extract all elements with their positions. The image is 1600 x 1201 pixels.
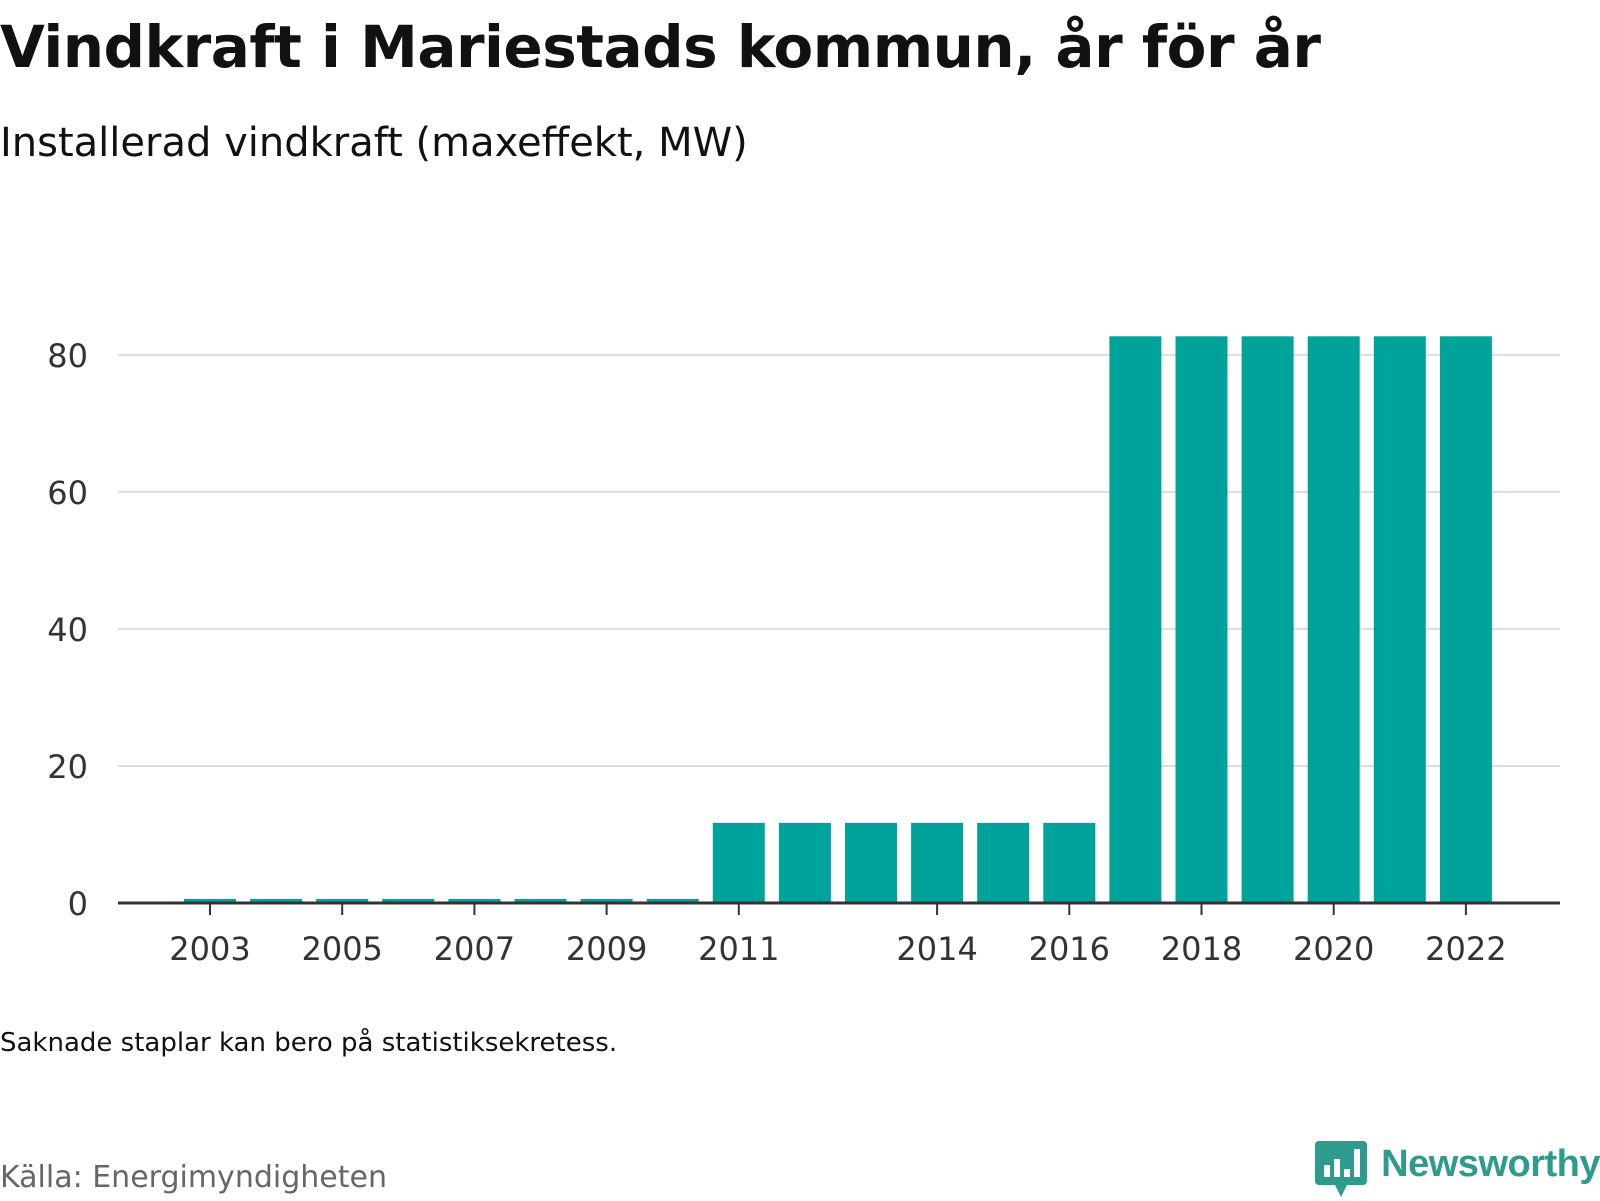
bar-2010 xyxy=(646,898,699,903)
brand-logo: Newsworthy xyxy=(1315,1141,1600,1201)
x-tick-label: 2009 xyxy=(566,930,647,968)
x-tick-label: 2020 xyxy=(1293,930,1374,968)
brand-name: Newsworthy xyxy=(1381,1143,1600,1185)
y-tick-label: 80 xyxy=(47,337,88,375)
bar-2004 xyxy=(250,898,303,903)
bar-2009 xyxy=(580,898,633,903)
bar-2013 xyxy=(845,822,897,903)
bar-2014 xyxy=(911,822,964,903)
x-tick-label: 2018 xyxy=(1161,930,1242,968)
bars xyxy=(184,336,1492,904)
bar-chart-speech-bubble-icon xyxy=(1315,1141,1368,1197)
bar-2019 xyxy=(1241,336,1294,904)
y-tick-label: 40 xyxy=(47,611,88,649)
bar-2007 xyxy=(448,898,501,903)
bar-2008 xyxy=(514,898,567,903)
x-tick-label: 2007 xyxy=(434,930,515,968)
bar-2005 xyxy=(316,898,369,903)
bar-2016 xyxy=(1043,822,1096,903)
bar-2011 xyxy=(712,822,765,903)
bar-2022 xyxy=(1439,336,1492,904)
tick-labels: 0 20 40 60 80 2003 2005 2007 2009 2011 2014 2016 201… xyxy=(47,337,1506,968)
chart-title: Vindkraft i Mariestads kommun, år för år xyxy=(0,13,1321,81)
source-text: Källa: Energimyndigheten xyxy=(0,1160,387,1195)
footnote: Saknade staplar kan bero på statistiksek… xyxy=(0,1028,618,1058)
x-tick-label: 2003 xyxy=(169,930,250,968)
chart-subtitle: Installerad vindkraft (maxeffekt, MW) xyxy=(0,120,748,166)
bar-2015 xyxy=(977,822,1030,903)
bar-chart: 0 20 40 60 80 2003 2005 2007 2009 2011 2014 2016 201… xyxy=(47,336,1560,968)
y-tick-label: 60 xyxy=(47,474,88,512)
bar-2020 xyxy=(1307,336,1360,904)
bar-2017 xyxy=(1109,336,1162,904)
bar-2003 xyxy=(184,898,236,903)
bar-2018 xyxy=(1175,336,1228,904)
y-tick-label: 0 xyxy=(68,885,88,923)
x-tick-label: 2022 xyxy=(1425,930,1506,968)
x-tick-label: 2011 xyxy=(698,930,779,968)
bar-2012 xyxy=(778,822,831,903)
x-tick-label: 2005 xyxy=(301,930,382,968)
bar-2021 xyxy=(1373,336,1426,904)
bar-2006 xyxy=(382,898,435,903)
y-tick-label: 20 xyxy=(47,748,88,786)
x-axis xyxy=(118,901,1560,915)
x-tick-label: 2016 xyxy=(1029,930,1110,968)
x-tick-label: 2014 xyxy=(896,930,977,968)
